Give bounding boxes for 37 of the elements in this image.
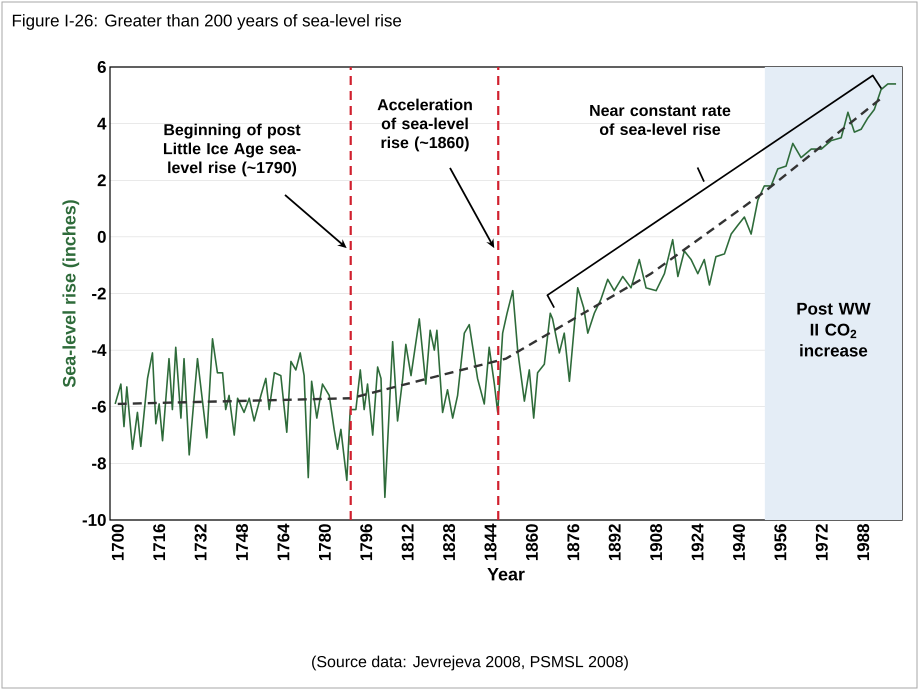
x-tick-label: 1972 xyxy=(816,524,828,560)
band-label: Post WW II CO$_{2}$ increase xyxy=(797,302,871,357)
y-tick-label: 6 xyxy=(98,60,106,73)
x-tick-label: 1924 xyxy=(692,524,704,560)
y-tick-label: 0 xyxy=(98,230,106,243)
line-series xyxy=(116,96,883,406)
y-tick-label: -2 xyxy=(92,288,106,300)
chart-title: Figure I-26: Greater than 200 years of sea-level rise xyxy=(12,14,402,30)
x-tick-label: 1716 xyxy=(153,524,166,560)
x-tick-label: 1892 xyxy=(608,524,621,560)
x-tick-label: 1940 xyxy=(732,524,745,560)
y-axis-title: Sea-level rise (inches) xyxy=(62,200,80,388)
y-tick-label: -10 xyxy=(82,514,106,526)
x-axis-title: Year xyxy=(487,568,525,581)
x-tick-label: 1812 xyxy=(402,524,414,560)
ref-line-label: Beginning of post Little Ice Age sea-level rise (~1790) xyxy=(164,124,300,176)
y-tick-label: -8 xyxy=(92,457,106,470)
x-tick-label: 1860 xyxy=(526,524,538,560)
x-tick-label: 1764 xyxy=(277,524,290,560)
y-tick-label: 4 xyxy=(97,118,106,130)
x-tick-label: 1988 xyxy=(857,524,870,560)
y-tick-label: -6 xyxy=(92,400,106,413)
annotation: Near constant rate of sea-level rise xyxy=(590,104,730,136)
y-tick-label: 2 xyxy=(98,174,106,186)
x-tick-label: 1956 xyxy=(774,524,786,560)
x-tick-label: 1700 xyxy=(112,524,124,560)
x-tick-label: 1796 xyxy=(360,524,372,560)
x-tick-label: 1748 xyxy=(236,524,248,560)
y-tick-label: -4 xyxy=(92,344,106,356)
x-tick-label: 1732 xyxy=(194,524,207,560)
ref-line-label: Acceleration of sea-level rise (~1860) xyxy=(378,98,472,152)
x-tick-label: 1828 xyxy=(443,524,456,560)
x-tick-label: 1780 xyxy=(318,524,331,560)
text: (Source data: Jevrejeva 2008, PSMSL 2008) xyxy=(312,656,628,670)
x-tick-label: 1908 xyxy=(650,524,662,560)
x-tick-label: 1876 xyxy=(567,524,580,560)
x-tick-label: 1844 xyxy=(484,524,496,560)
